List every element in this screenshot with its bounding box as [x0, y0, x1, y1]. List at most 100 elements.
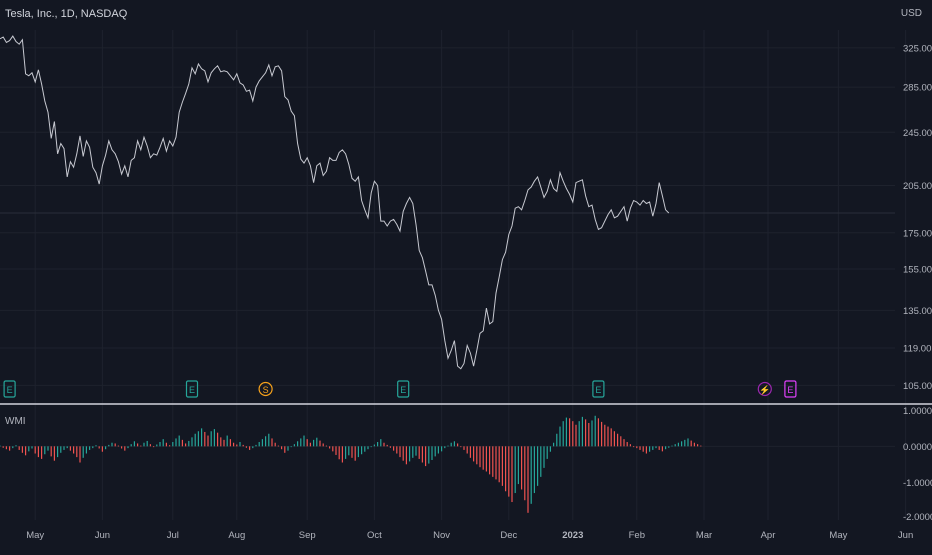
wmi-bar — [175, 438, 177, 447]
wmi-bar — [389, 446, 391, 448]
event-marker-earnings[interactable]: E — [185, 380, 199, 398]
wmi-bar — [338, 446, 340, 460]
wmi-bar — [181, 439, 183, 447]
wmi-bar — [18, 446, 20, 450]
wmi-bar — [418, 446, 420, 459]
wmi-bar — [521, 446, 523, 490]
wmi-bar — [412, 446, 414, 458]
wmi-bar — [415, 446, 417, 456]
wmi-bar — [562, 421, 564, 447]
wmi-bar — [361, 446, 363, 455]
wmi-bar — [501, 446, 503, 486]
wmi-bar — [153, 446, 155, 448]
wmi-bar — [434, 446, 436, 457]
wmi-bar — [255, 444, 257, 447]
wmi-bar — [428, 446, 430, 464]
wmi-bar — [252, 446, 254, 449]
wmi-bar — [444, 446, 446, 449]
time-axis-tick-label: May — [26, 530, 44, 541]
event-markers: E E S E E ⚡ E — [3, 380, 797, 398]
wmi-bar — [9, 446, 11, 451]
wmi-bar — [473, 446, 475, 462]
wmi-bar — [140, 445, 142, 447]
wmi-bar — [636, 446, 638, 449]
wmi-histogram — [0, 415, 895, 513]
wmi-bar — [498, 446, 500, 483]
wmi-bar — [188, 440, 190, 447]
wmi-bar — [50, 446, 52, 457]
event-marker-earnings[interactable]: E — [3, 380, 16, 398]
wmi-bar — [178, 435, 180, 447]
time-axis-tick-label: Mar — [696, 530, 712, 541]
wmi-bar — [533, 446, 535, 494]
event-marker-earnings_future[interactable]: E — [784, 380, 797, 398]
event-marker-label: S — [263, 385, 269, 395]
wmi-bar — [645, 446, 647, 454]
axes: 325.00 285.00 245.00 205.00 175.00 155.00 135.… — [26, 43, 932, 541]
wmi-bar — [607, 426, 609, 447]
wmi-bar — [559, 426, 561, 447]
wmi-bar — [421, 446, 423, 463]
wmi-bar — [92, 446, 94, 449]
price-axis-tick-label: 119.00 — [903, 344, 931, 355]
wmi-bar — [549, 446, 551, 452]
wmi-bar — [457, 443, 459, 447]
wmi-bar — [73, 446, 75, 454]
wmi-bar — [399, 446, 401, 458]
wmi-bar — [661, 446, 663, 452]
wmi-bar — [479, 446, 481, 468]
wmi-bar — [674, 444, 676, 447]
time-axis-tick-label: Apr — [761, 530, 776, 541]
wmi-bar — [530, 446, 532, 504]
wmi-bar — [127, 446, 129, 449]
wmi-bar — [687, 438, 689, 447]
event-marker-split[interactable]: S — [258, 381, 273, 397]
wmi-bar — [217, 432, 219, 447]
event-marker-earnings[interactable]: E — [592, 380, 605, 398]
wmi-bar — [546, 446, 548, 459]
wmi-bar — [354, 446, 356, 461]
wmi-bar — [351, 446, 353, 458]
price-axis-tick-label: 175.00 — [903, 228, 932, 239]
wmi-bar — [31, 446, 33, 449]
time-axis-tick-label: Oct — [367, 530, 382, 541]
wmi-bar — [258, 442, 260, 447]
wmi-bar — [121, 446, 123, 449]
wmi-bar — [668, 446, 670, 448]
wmi-bar — [367, 446, 369, 450]
wmi-axis-tick-label: -1.0000 — [903, 478, 932, 489]
wmi-bar — [290, 446, 292, 448]
wmi-bar — [41, 446, 43, 459]
wmi-bar — [284, 446, 286, 453]
wmi-bar — [89, 446, 91, 450]
wmi-bar — [601, 421, 603, 447]
wmi-bar — [165, 442, 167, 447]
wmi-bar — [383, 442, 385, 447]
wmi-bar — [169, 445, 171, 447]
wmi-bar — [236, 444, 238, 447]
event-marker-earnings[interactable]: E — [397, 380, 410, 398]
wmi-bar — [466, 446, 468, 454]
event-marker-label: E — [189, 385, 195, 395]
wmi-bar — [581, 416, 583, 447]
wmi-bar — [409, 446, 411, 462]
wmi-bar — [613, 431, 615, 447]
time-axis-tick-label: Jun — [898, 530, 913, 541]
wmi-bar — [60, 446, 62, 453]
wmi-bar — [316, 437, 318, 447]
wmi-bar — [578, 421, 580, 447]
event-marker-upcoming[interactable]: ⚡ — [757, 381, 772, 397]
wmi-bar — [114, 443, 116, 447]
wmi-bar — [569, 418, 571, 447]
wmi-bar — [437, 446, 439, 454]
wmi-bar — [524, 446, 526, 501]
wmi-bar — [485, 446, 487, 472]
wmi-bar — [527, 446, 529, 513]
wmi-bar — [537, 446, 539, 486]
wmi-bar — [405, 446, 407, 465]
wmi-bar — [623, 439, 625, 447]
wmi-bar — [130, 444, 132, 447]
wmi-bar — [233, 442, 235, 447]
